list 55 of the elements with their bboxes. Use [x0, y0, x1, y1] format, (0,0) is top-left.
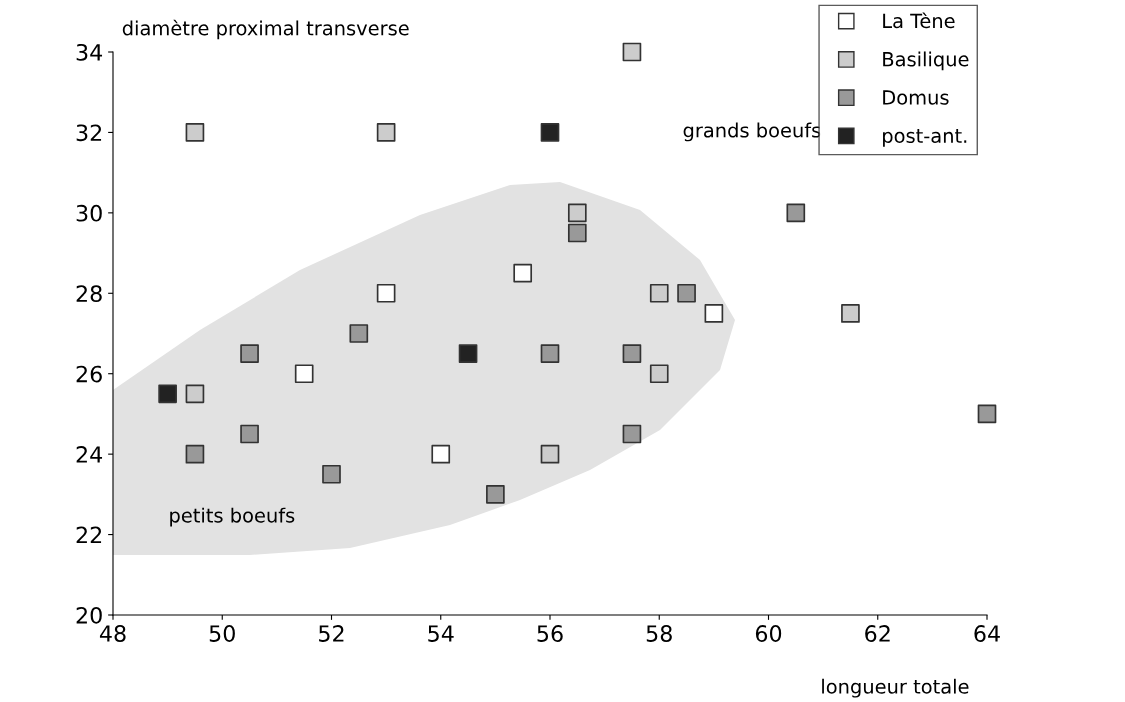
y-tick-label: 30: [76, 204, 102, 222]
x-tick-label: 54: [428, 625, 454, 642]
point: [240, 424, 259, 444]
x-tick-label: 56: [537, 625, 563, 642]
annotation: grands boeufs: [683, 122, 821, 142]
y-tick-label: 26: [76, 365, 102, 383]
point: [977, 404, 997, 424]
x-tick-label: 64: [974, 625, 1000, 642]
point: [376, 283, 396, 303]
point: [704, 304, 724, 323]
x-tick-label: 52: [319, 625, 344, 642]
point: [431, 444, 451, 464]
point: [567, 223, 587, 243]
point: [185, 384, 205, 404]
point: [567, 203, 587, 223]
point: [513, 263, 533, 283]
point: [540, 123, 560, 142]
point: [486, 485, 505, 504]
point: [376, 123, 396, 142]
x-tick-label: 62: [865, 625, 890, 642]
legend-label: Domus: [883, 90, 949, 105]
point: [185, 123, 205, 142]
point: [294, 364, 314, 384]
y-tick-label: 24: [76, 446, 103, 463]
y-axis-title: diamètre proximal transverse: [122, 19, 409, 40]
annotation: petits boeufs: [170, 507, 295, 527]
x-tick-label: 48: [99, 625, 126, 642]
point: [322, 464, 341, 484]
legend-label: post-ant.: [883, 129, 967, 147]
point: [622, 424, 642, 444]
point: [622, 344, 642, 363]
point: [185, 444, 205, 464]
x-tick-label: 58: [646, 625, 672, 642]
point: [649, 364, 669, 384]
legend-label: Basilique: [883, 51, 969, 71]
y-tick-label: 28: [76, 285, 102, 303]
x-tick-label: 60: [755, 625, 782, 642]
x-axis-title: longueur totale: [822, 678, 969, 698]
point: [158, 384, 177, 404]
y-tick-label: 34: [76, 43, 103, 61]
y-tick-label: 22: [76, 526, 102, 544]
point: [649, 283, 669, 303]
x-tick-label: 50: [209, 625, 235, 642]
point: [240, 344, 259, 363]
point: [540, 444, 560, 464]
point: [349, 324, 369, 343]
point: [841, 304, 860, 323]
point: [540, 344, 560, 363]
point: [786, 203, 806, 223]
point: [677, 283, 696, 303]
point: [458, 344, 478, 363]
point: [622, 42, 642, 62]
y-tick-label: 32: [76, 124, 102, 142]
legend-label: La Tène: [883, 12, 955, 29]
y-tick-label: 20: [76, 606, 102, 624]
